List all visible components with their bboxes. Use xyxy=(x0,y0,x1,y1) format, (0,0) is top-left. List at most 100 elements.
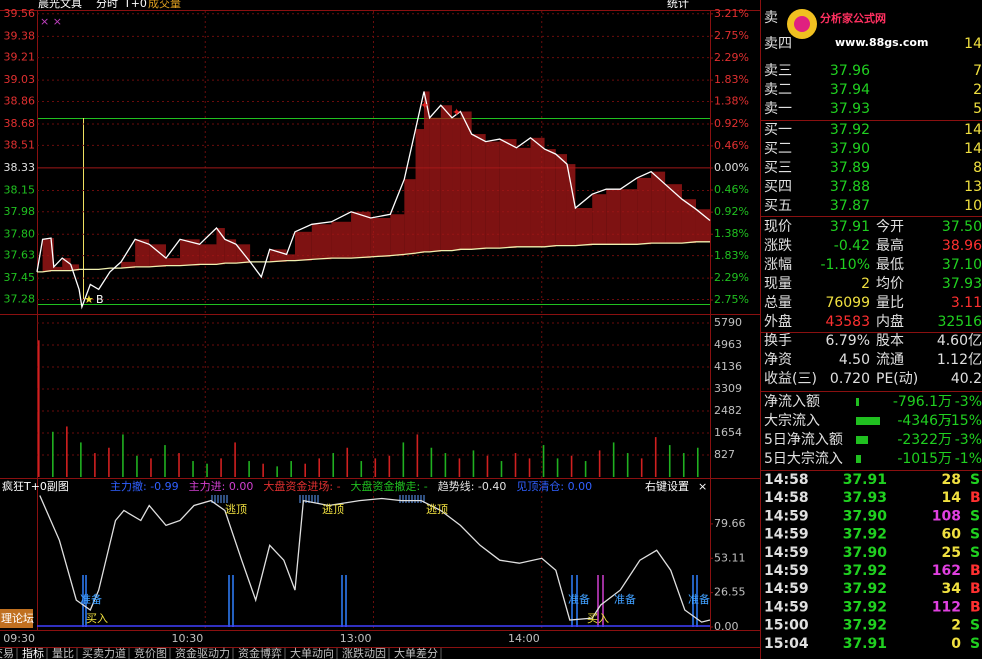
tick-volume: 60 xyxy=(942,527,962,543)
price-fill xyxy=(390,214,405,256)
volume-bar xyxy=(668,445,671,477)
side-tag[interactable]: 理论坛 xyxy=(1,611,34,625)
indicator-tick-label: 53.11 xyxy=(714,551,746,564)
quote-label: 涨跌 xyxy=(764,238,792,254)
volume-bar xyxy=(332,453,335,477)
y-tick-label: 37.63 xyxy=(4,249,36,262)
y2-tick-label: 2.75% xyxy=(714,293,749,306)
tick-price: 37.92 xyxy=(843,618,887,634)
y2-tick-label: 0.92% xyxy=(714,117,749,130)
flow-bar xyxy=(856,436,868,444)
book-label: 买二 xyxy=(764,141,792,157)
quote-value: 32516 xyxy=(937,314,982,330)
y-tick-label: 38.33 xyxy=(4,161,36,174)
quote-value: 4.60亿 xyxy=(937,333,982,349)
volume-tick-label: 5790 xyxy=(714,316,742,329)
logo-name: 分析家公式网 xyxy=(820,11,886,25)
y-tick-label: 38.51 xyxy=(4,138,36,151)
price-layer xyxy=(36,11,711,630)
volume-bar xyxy=(640,458,643,477)
quote-label: 现量 xyxy=(764,276,792,292)
logo-icon xyxy=(794,16,810,32)
tab[interactable]: 大单差分 xyxy=(394,646,438,659)
volume-bar xyxy=(598,450,601,477)
price-fill xyxy=(135,239,150,267)
tick-side: B xyxy=(970,599,981,615)
quote-value: 40.2 xyxy=(951,371,982,387)
volume-bar xyxy=(542,445,545,477)
y2-tick-label: 2.29% xyxy=(714,271,749,284)
price-fill xyxy=(180,239,200,266)
volume-bar xyxy=(206,463,208,477)
volume-label[interactable]: 成交量 xyxy=(148,0,181,10)
book-price: 37.92 xyxy=(830,122,870,138)
tab[interactable]: 量比 xyxy=(52,647,74,659)
flow-value: -1015万 xyxy=(897,451,952,467)
indicator-close[interactable]: × xyxy=(698,480,707,493)
tab[interactable]: 买卖力道 xyxy=(82,646,126,659)
price-fill xyxy=(199,244,217,265)
volume-bar xyxy=(164,445,166,477)
tab[interactable]: 指标 xyxy=(22,646,44,659)
quote-label: 总量 xyxy=(764,295,792,311)
stats[interactable]: 统计 xyxy=(667,0,689,10)
quote-label: 今开 xyxy=(876,219,904,235)
indicator-tick-label: 79.66 xyxy=(714,517,746,530)
volume-bar xyxy=(290,461,292,477)
indicator-field: 大盘资金进场: - xyxy=(263,479,340,493)
tab[interactable]: 资金博弈 xyxy=(238,646,282,659)
book-volume: 14 xyxy=(964,122,982,138)
price-fill xyxy=(575,207,593,246)
tick-time: 14:59 xyxy=(764,599,809,615)
volume-bar xyxy=(444,453,447,477)
tab[interactable]: 涨跌动因 xyxy=(342,646,386,659)
price-fill xyxy=(42,239,52,272)
indicator-settings[interactable]: 右键设置 xyxy=(645,479,689,493)
book-volume: 14 xyxy=(964,141,982,157)
quote-value: 2 xyxy=(861,276,870,292)
tick-volume: 0 xyxy=(951,636,961,652)
book-price: 37.88 xyxy=(830,179,870,195)
time-label: 10:30 xyxy=(172,632,204,645)
volume-bar xyxy=(626,453,629,477)
tick-price: 37.90 xyxy=(843,545,888,561)
indicator-title: 疯狂T+0副图 xyxy=(2,479,69,493)
indicator-annotation: 逃顶 xyxy=(426,503,448,516)
book-label: 买一 xyxy=(764,122,792,138)
volume-bar xyxy=(262,463,264,477)
volume-bar xyxy=(570,455,573,477)
price-fill xyxy=(370,218,391,257)
quote-label: 现价 xyxy=(764,219,792,235)
tab[interactable]: 交易 xyxy=(0,646,14,659)
quote-label: PE(动) xyxy=(876,371,918,387)
tick-side: B xyxy=(970,581,981,597)
quote-label: 收益(三) xyxy=(764,371,817,387)
price-fill xyxy=(149,244,166,267)
flow-bar xyxy=(856,417,880,425)
volume-bar xyxy=(318,458,321,477)
tab[interactable]: 资金驱动力 xyxy=(175,646,230,659)
y2-tick-label: 0.46% xyxy=(714,183,749,196)
price-fill xyxy=(460,111,472,250)
price-fill xyxy=(530,137,545,247)
y2-tick-label: 1.83% xyxy=(714,249,749,262)
tick-side: B xyxy=(970,490,981,506)
quote-value: 3.11 xyxy=(951,295,982,311)
flow-label: 5日净流入额 xyxy=(764,432,843,448)
price-fill xyxy=(53,266,63,271)
price-fill xyxy=(331,221,352,259)
y-tick-label: 37.28 xyxy=(4,292,36,305)
book-volume: 14 xyxy=(964,36,982,52)
flow-value: -4346万 xyxy=(897,413,952,429)
price-fill xyxy=(294,231,312,261)
tab[interactable]: 大单动向 xyxy=(290,646,334,659)
tab[interactable]: 竞价图 xyxy=(134,646,167,659)
price-fill xyxy=(423,91,430,252)
indicator-annotation: 逃顶 xyxy=(322,503,344,516)
quote-value: 4.50 xyxy=(839,352,870,368)
tick-side: B xyxy=(970,563,981,579)
quote-label: 最高 xyxy=(876,237,904,254)
y-tick-label: 37.98 xyxy=(4,205,36,218)
